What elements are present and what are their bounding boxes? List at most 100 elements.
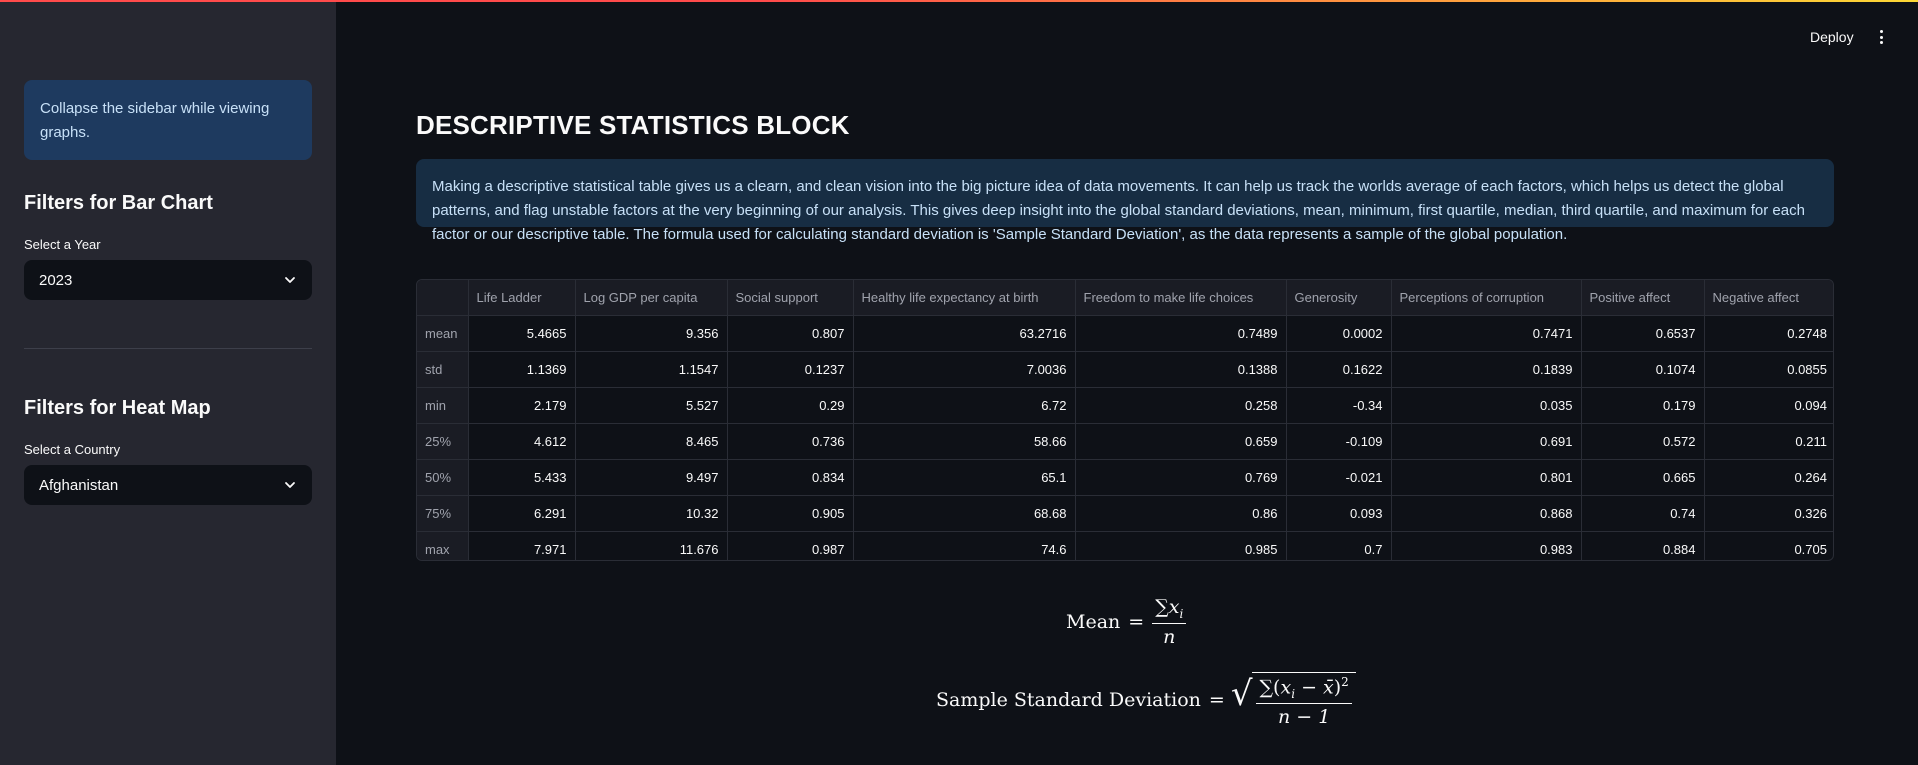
sidebar-info-box: Collapse the sidebar while viewing graph… — [24, 80, 312, 160]
table-cell[interactable]: 6.291 — [468, 495, 576, 532]
table-cell[interactable]: 0.211 — [1704, 423, 1833, 460]
row-label: min — [417, 387, 469, 424]
table-cell[interactable]: 0.987 — [727, 531, 854, 560]
table-cell[interactable]: 0.801 — [1391, 459, 1582, 496]
column-header[interactable]: Generosity — [1286, 280, 1392, 316]
row-label: 25% — [417, 423, 469, 460]
table-cell[interactable]: 63.2716 — [853, 315, 1076, 352]
country-select-value: Afghanistan — [39, 476, 119, 494]
deploy-button[interactable]: Deploy — [1802, 24, 1862, 50]
table-cell[interactable]: 5.527 — [575, 387, 728, 424]
table-cell[interactable]: 0.264 — [1704, 459, 1833, 496]
table-cell[interactable]: 7.0036 — [853, 351, 1076, 388]
table-cell[interactable]: 74.6 — [853, 531, 1076, 560]
table-cell[interactable]: 0.7471 — [1391, 315, 1582, 352]
table-cell[interactable]: 0.258 — [1075, 387, 1287, 424]
table-row: 25% 4.612 8.465 0.736 58.66 0.659 -0.109… — [417, 423, 1833, 460]
table-cell[interactable]: 0.572 — [1581, 423, 1705, 460]
table-row: 50% 5.433 9.497 0.834 65.1 0.769 -0.021 … — [417, 459, 1833, 496]
table-cell[interactable]: 0.1074 — [1581, 351, 1705, 388]
table-cell[interactable]: 0.094 — [1704, 387, 1833, 424]
table-cell[interactable]: 0.326 — [1704, 495, 1833, 532]
sidebar: Collapse the sidebar while viewing graph… — [0, 0, 336, 765]
sidebar-divider — [24, 348, 312, 349]
column-header[interactable]: Perceptions of corruption — [1391, 280, 1582, 316]
year-select-value: 2023 — [39, 271, 73, 289]
row-label: 75% — [417, 495, 469, 532]
table-cell[interactable]: 0.705 — [1794, 542, 1827, 557]
table-cell[interactable]: 0.868 — [1391, 495, 1582, 532]
table-cell[interactable]: 4.612 — [468, 423, 576, 460]
year-select-label: Select a Year — [24, 237, 101, 252]
table-cell[interactable]: 0.0855 — [1704, 351, 1833, 388]
column-header[interactable]: Freedom to make life choices — [1075, 280, 1287, 316]
table-cell[interactable]: 10.32 — [575, 495, 728, 532]
table-cell[interactable]: 0.2748 — [1704, 315, 1833, 352]
table-cell[interactable]: 65.1 — [853, 459, 1076, 496]
column-header[interactable]: Healthy life expectancy at birth — [853, 280, 1076, 316]
table-cell[interactable]: 9.356 — [575, 315, 728, 352]
table-cell[interactable]: 5.4665 — [468, 315, 576, 352]
table-cell[interactable]: 0.983 — [1391, 531, 1582, 560]
table-cell[interactable]: 0.659 — [1075, 423, 1287, 460]
table-cell[interactable]: 0.1237 — [727, 351, 854, 388]
country-select-label: Select a Country — [24, 442, 121, 457]
table-cell[interactable]: 0.807 — [727, 315, 854, 352]
table-cell[interactable]: 0.0002 — [1286, 315, 1392, 352]
column-header[interactable]: Log GDP per capita — [575, 280, 728, 316]
table-cell[interactable]: 0.769 — [1075, 459, 1287, 496]
row-label: mean — [417, 315, 469, 352]
table-cell[interactable]: -0.109 — [1286, 423, 1392, 460]
table-cell[interactable]: 0.035 — [1391, 387, 1582, 424]
more-menu-icon[interactable] — [1874, 26, 1888, 48]
stats-table[interactable]: Life Ladder Log GDP per capita Social su… — [416, 279, 1834, 561]
table-cell[interactable]: 0.834 — [727, 459, 854, 496]
description-text: Making a descriptive statistical table g… — [432, 178, 1805, 243]
table-cell[interactable]: -0.34 — [1286, 387, 1392, 424]
table-cell[interactable]: 6.72 — [853, 387, 1076, 424]
table-cell[interactable]: 0.7 — [1286, 531, 1392, 560]
table-cell[interactable]: 1.1369 — [468, 351, 576, 388]
column-header[interactable]: Social support — [727, 280, 854, 316]
column-header[interactable]: Negative affect — [1704, 280, 1833, 316]
table-cell[interactable]: 0.1622 — [1286, 351, 1392, 388]
table-cell[interactable]: 0.985 — [1075, 531, 1287, 560]
table-cell[interactable]: 0.86 — [1075, 495, 1287, 532]
table-cell[interactable]: 1.1547 — [575, 351, 728, 388]
table-cell[interactable]: 0.691 — [1391, 423, 1582, 460]
table-row: max 7.971 11.676 0.987 74.6 0.985 0.7 0.… — [417, 531, 1833, 560]
table-cell[interactable]: 9.497 — [575, 459, 728, 496]
table-header-row: Life Ladder Log GDP per capita Social su… — [417, 280, 1833, 316]
table-cell[interactable]: 11.676 — [575, 531, 728, 560]
table-cell[interactable]: 0.6537 — [1581, 315, 1705, 352]
table-cell[interactable]: 58.66 — [853, 423, 1076, 460]
table-cell[interactable]: 0.29 — [727, 387, 854, 424]
row-label: max — [417, 531, 469, 560]
table-cell[interactable]: 0.1839 — [1391, 351, 1582, 388]
top-accent-bar — [0, 0, 1918, 2]
table-cell[interactable]: 0.74 — [1581, 495, 1705, 532]
mean-formula-label: Mean — [1066, 610, 1121, 633]
table-cell[interactable]: 0.7489 — [1075, 315, 1287, 352]
country-select[interactable]: Afghanistan — [24, 465, 312, 505]
table-cell[interactable]: 8.465 — [575, 423, 728, 460]
table-cell[interactable]: 0.905 — [727, 495, 854, 532]
year-select[interactable]: 2023 — [24, 260, 312, 300]
table-cell[interactable]: -0.021 — [1286, 459, 1392, 496]
page-title: DESCRIPTIVE STATISTICS BLOCK — [416, 110, 850, 140]
table-cell[interactable]: 68.68 — [853, 495, 1076, 532]
table-row: 75% 6.291 10.32 0.905 68.68 0.86 0.093 0… — [417, 495, 1833, 532]
table-cell[interactable]: 7.971 — [468, 531, 576, 560]
table-cell[interactable]: 2.179 — [468, 387, 576, 424]
table-cell[interactable]: 0.1388 — [1075, 351, 1287, 388]
column-header[interactable]: Positive affect — [1581, 280, 1705, 316]
table-cell[interactable]: 0.665 — [1581, 459, 1705, 496]
column-header[interactable] — [417, 280, 469, 316]
table-cell[interactable]: 0.884 — [1581, 531, 1705, 560]
std-formula: Sample Standard Deviation = √ ∑(xi − x̄)… — [936, 672, 1356, 728]
table-cell[interactable]: 0.179 — [1581, 387, 1705, 424]
table-cell[interactable]: 0.736 — [727, 423, 854, 460]
column-header[interactable]: Life Ladder — [468, 280, 576, 316]
table-cell[interactable]: 0.093 — [1286, 495, 1392, 532]
table-cell[interactable]: 5.433 — [468, 459, 576, 496]
